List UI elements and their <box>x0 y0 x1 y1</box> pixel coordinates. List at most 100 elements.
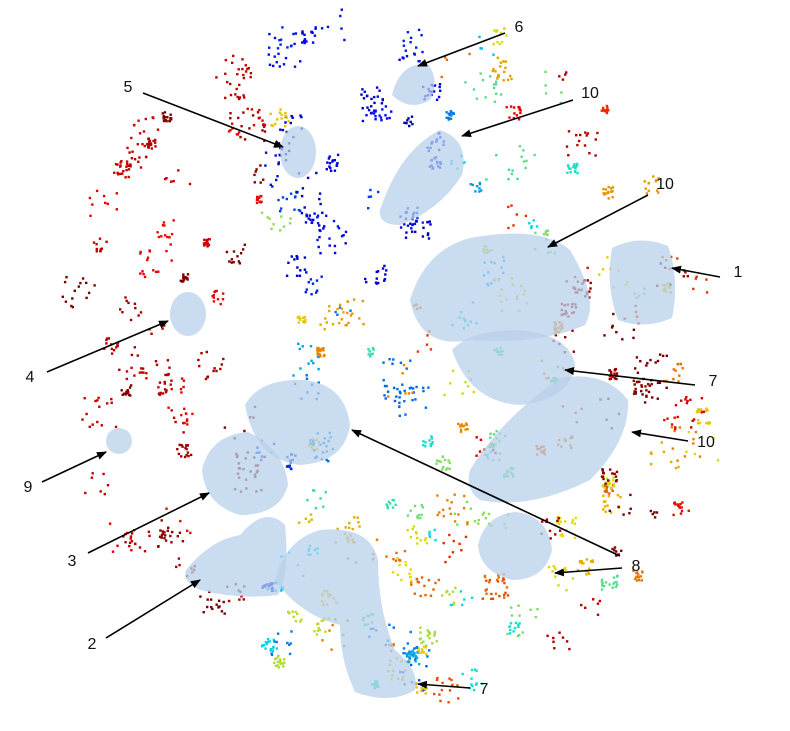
point <box>546 233 549 236</box>
point <box>663 418 666 422</box>
point <box>651 512 654 516</box>
point <box>440 75 443 79</box>
point <box>444 560 447 564</box>
point <box>328 162 332 165</box>
point <box>256 196 259 199</box>
point <box>429 348 433 351</box>
point <box>139 311 143 314</box>
point <box>170 541 173 544</box>
point <box>267 53 270 56</box>
point <box>392 358 395 361</box>
point <box>325 458 328 462</box>
point <box>303 320 306 324</box>
point <box>116 171 119 175</box>
point <box>133 302 137 305</box>
point <box>96 399 99 402</box>
point <box>677 380 680 383</box>
point <box>315 171 318 175</box>
point <box>505 586 509 589</box>
point <box>160 536 163 539</box>
point <box>416 216 419 220</box>
point <box>284 125 287 128</box>
point <box>405 122 408 125</box>
point <box>541 520 544 523</box>
point <box>452 111 455 115</box>
point <box>700 411 703 414</box>
point <box>677 465 680 469</box>
point <box>217 599 221 602</box>
annotation-label: 2 <box>88 636 97 653</box>
point <box>614 367 618 371</box>
point <box>573 522 576 525</box>
point <box>237 68 240 71</box>
point <box>268 63 272 66</box>
point <box>315 289 319 292</box>
point <box>330 648 333 651</box>
point <box>576 569 580 572</box>
point <box>250 108 254 111</box>
point <box>246 67 249 71</box>
point <box>637 573 640 576</box>
point <box>471 684 474 687</box>
point <box>416 542 419 545</box>
point <box>148 534 151 538</box>
point <box>277 198 280 202</box>
point <box>402 44 406 47</box>
point <box>510 77 513 81</box>
point <box>274 154 277 157</box>
point <box>469 183 472 186</box>
point <box>678 426 681 429</box>
point <box>444 56 447 59</box>
point <box>439 460 442 463</box>
point <box>182 275 185 278</box>
point <box>288 643 291 646</box>
point <box>241 67 244 71</box>
point <box>389 502 392 505</box>
point <box>384 114 387 117</box>
point <box>565 589 568 592</box>
point <box>297 321 300 324</box>
point <box>644 385 647 388</box>
point <box>154 138 157 142</box>
point <box>613 581 617 584</box>
point <box>415 656 419 660</box>
point <box>126 390 130 393</box>
point <box>420 513 423 517</box>
point <box>253 181 256 184</box>
point <box>518 622 521 625</box>
point <box>147 137 150 140</box>
point <box>391 506 395 509</box>
point <box>453 512 457 515</box>
point <box>564 520 567 523</box>
point <box>396 387 399 391</box>
point <box>295 255 298 258</box>
point <box>458 542 461 545</box>
point <box>329 166 332 170</box>
point <box>399 226 403 229</box>
annotation-label: 10 <box>697 434 715 451</box>
point <box>304 291 307 294</box>
point <box>607 185 610 189</box>
point <box>328 155 331 158</box>
point <box>461 672 464 676</box>
point <box>657 191 660 194</box>
point <box>415 686 418 689</box>
point <box>510 614 514 617</box>
point <box>475 436 478 439</box>
point <box>459 424 462 428</box>
point <box>450 114 453 117</box>
point <box>202 242 206 245</box>
point <box>518 614 521 617</box>
point <box>401 56 404 59</box>
point <box>325 321 328 324</box>
point <box>651 396 654 399</box>
point <box>408 124 411 128</box>
point <box>183 421 186 425</box>
point <box>340 27 343 30</box>
point <box>119 161 122 164</box>
point <box>386 506 389 510</box>
point <box>578 561 582 564</box>
point <box>496 75 500 78</box>
point <box>422 444 425 447</box>
